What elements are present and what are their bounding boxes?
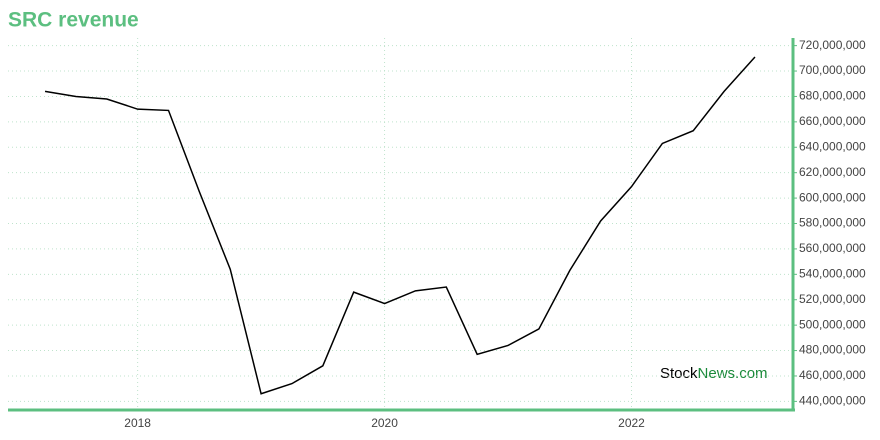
y-tick-label: 580,000,000 [799, 216, 866, 230]
y-tick-label: 540,000,000 [799, 266, 866, 280]
watermark-domain: News.com [698, 365, 768, 382]
chart-title: SRC revenue [8, 9, 139, 32]
watermark-brand: Stock [660, 365, 698, 382]
y-tick-label: 520,000,000 [799, 292, 866, 306]
y-tick-label: 660,000,000 [799, 114, 866, 128]
x-tick-label: 2020 [371, 416, 398, 430]
y-tick-label: 640,000,000 [799, 139, 866, 153]
y-tick-label: 720,000,000 [799, 38, 866, 52]
y-tick-label: 460,000,000 [799, 368, 866, 382]
x-tick-label: 2018 [124, 416, 151, 430]
watermark: StockNews.com [660, 365, 768, 382]
line [44, 56, 756, 395]
y-tick-label: 440,000,000 [799, 394, 866, 408]
y-tick-label: 500,000,000 [799, 317, 866, 331]
x-tick-label: 2022 [618, 416, 645, 430]
y-tick-label: 680,000,000 [799, 89, 866, 103]
y-tick-label: 700,000,000 [799, 63, 866, 77]
y-tick-label: 560,000,000 [799, 241, 866, 255]
y-tick-label: 600,000,000 [799, 190, 866, 204]
y-tick-label: 480,000,000 [799, 343, 866, 357]
y-tick-label: 620,000,000 [799, 165, 866, 179]
